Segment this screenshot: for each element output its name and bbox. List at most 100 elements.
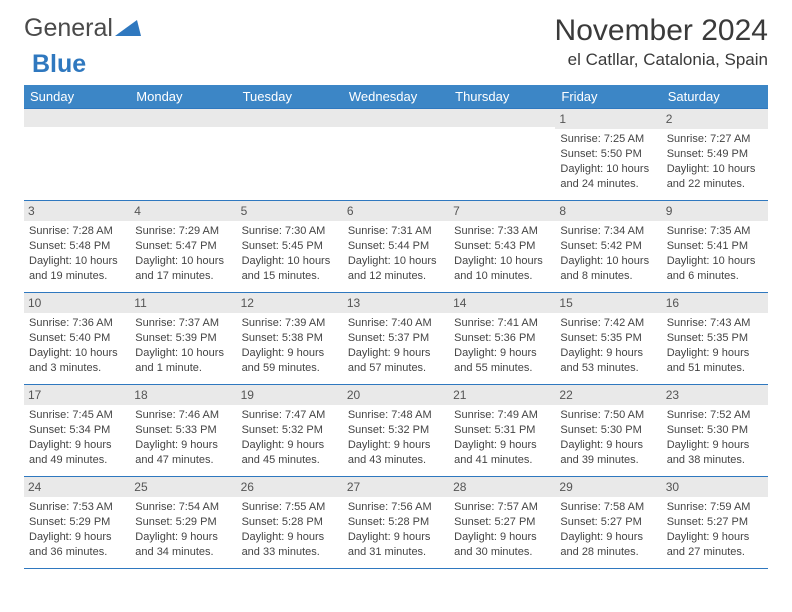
brand-part1: General bbox=[24, 14, 113, 43]
sunrise-text: Sunrise: 7:34 AM bbox=[560, 224, 656, 239]
calendar-table: Sunday Monday Tuesday Wednesday Thursday… bbox=[24, 85, 768, 569]
sunset-text: Sunset: 5:41 PM bbox=[667, 239, 763, 254]
sunset-text: Sunset: 5:35 PM bbox=[560, 331, 656, 346]
brand-part2: Blue bbox=[32, 50, 86, 79]
day-number: 4 bbox=[130, 201, 236, 221]
sunrise-text: Sunrise: 7:53 AM bbox=[29, 500, 125, 515]
sunrise-text: Sunrise: 7:55 AM bbox=[242, 500, 338, 515]
sunrise-text: Sunrise: 7:50 AM bbox=[560, 408, 656, 423]
daylight-text: Daylight: 9 hours and 43 minutes. bbox=[348, 438, 444, 468]
sunrise-text: Sunrise: 7:40 AM bbox=[348, 316, 444, 331]
sunrise-text: Sunrise: 7:33 AM bbox=[454, 224, 550, 239]
day-number: 5 bbox=[237, 201, 343, 221]
daylight-text: Daylight: 9 hours and 30 minutes. bbox=[454, 530, 550, 560]
daylight-text: Daylight: 10 hours and 8 minutes. bbox=[560, 254, 656, 284]
day-number: 24 bbox=[24, 477, 130, 497]
daylight-text: Daylight: 9 hours and 57 minutes. bbox=[348, 346, 444, 376]
calendar-week: 3Sunrise: 7:28 AMSunset: 5:48 PMDaylight… bbox=[24, 201, 768, 293]
daylight-text: Daylight: 10 hours and 6 minutes. bbox=[667, 254, 763, 284]
day-number: 25 bbox=[130, 477, 236, 497]
calendar-cell: 8Sunrise: 7:34 AMSunset: 5:42 PMDaylight… bbox=[555, 201, 661, 293]
calendar-cell: 17Sunrise: 7:45 AMSunset: 5:34 PMDayligh… bbox=[24, 385, 130, 477]
day-number: 15 bbox=[555, 293, 661, 313]
sunset-text: Sunset: 5:28 PM bbox=[242, 515, 338, 530]
day-number: 29 bbox=[555, 477, 661, 497]
daylight-text: Daylight: 9 hours and 31 minutes. bbox=[348, 530, 444, 560]
daylight-text: Daylight: 9 hours and 39 minutes. bbox=[560, 438, 656, 468]
calendar-cell: 27Sunrise: 7:56 AMSunset: 5:28 PMDayligh… bbox=[343, 477, 449, 569]
daylight-text: Daylight: 9 hours and 41 minutes. bbox=[454, 438, 550, 468]
calendar-week: 17Sunrise: 7:45 AMSunset: 5:34 PMDayligh… bbox=[24, 385, 768, 477]
sunset-text: Sunset: 5:27 PM bbox=[454, 515, 550, 530]
calendar-cell: 12Sunrise: 7:39 AMSunset: 5:38 PMDayligh… bbox=[237, 293, 343, 385]
daylight-text: Daylight: 9 hours and 51 minutes. bbox=[667, 346, 763, 376]
sunset-text: Sunset: 5:37 PM bbox=[348, 331, 444, 346]
daylight-text: Daylight: 9 hours and 34 minutes. bbox=[135, 530, 231, 560]
day-number: 7 bbox=[449, 201, 555, 221]
daylight-text: Daylight: 10 hours and 24 minutes. bbox=[560, 162, 656, 192]
daylight-text: Daylight: 10 hours and 17 minutes. bbox=[135, 254, 231, 284]
day-number: 21 bbox=[449, 385, 555, 405]
day-header: Friday bbox=[555, 85, 661, 109]
daylight-text: Daylight: 10 hours and 3 minutes. bbox=[29, 346, 125, 376]
sunrise-text: Sunrise: 7:36 AM bbox=[29, 316, 125, 331]
sunset-text: Sunset: 5:29 PM bbox=[135, 515, 231, 530]
sunrise-text: Sunrise: 7:29 AM bbox=[135, 224, 231, 239]
calendar-week: 10Sunrise: 7:36 AMSunset: 5:40 PMDayligh… bbox=[24, 293, 768, 385]
day-number: 13 bbox=[343, 293, 449, 313]
day-number: 9 bbox=[662, 201, 768, 221]
day-number: 18 bbox=[130, 385, 236, 405]
calendar-cell: 2Sunrise: 7:27 AMSunset: 5:49 PMDaylight… bbox=[662, 109, 768, 201]
sunrise-text: Sunrise: 7:47 AM bbox=[242, 408, 338, 423]
daylight-text: Daylight: 10 hours and 22 minutes. bbox=[667, 162, 763, 192]
day-number: 1 bbox=[555, 109, 661, 129]
calendar-cell: 21 Sunrise: 7:49 AMSunset: 5:31 PMDayligh… bbox=[449, 385, 555, 477]
sunrise-text: Sunrise: 7:49 AM bbox=[454, 408, 550, 423]
sunrise-text: Sunrise: 7:31 AM bbox=[348, 224, 444, 239]
calendar-cell: 4Sunrise: 7:29 AMSunset: 5:47 PMDaylight… bbox=[130, 201, 236, 293]
day-header: Sunday bbox=[24, 85, 130, 109]
daylight-text: Daylight: 10 hours and 10 minutes. bbox=[454, 254, 550, 284]
day-number: 30 bbox=[662, 477, 768, 497]
calendar-cell: 26Sunrise: 7:55 AMSunset: 5:28 PMDayligh… bbox=[237, 477, 343, 569]
sunset-text: Sunset: 5:38 PM bbox=[242, 331, 338, 346]
calendar-cell: 19Sunrise: 7:47 AMSunset: 5:32 PMDayligh… bbox=[237, 385, 343, 477]
sunrise-text: Sunrise: 7:46 AM bbox=[135, 408, 231, 423]
sunset-text: Sunset: 5:35 PM bbox=[667, 331, 763, 346]
sunrise-text: Sunrise: 7:54 AM bbox=[135, 500, 231, 515]
daylight-text: Daylight: 9 hours and 49 minutes. bbox=[29, 438, 125, 468]
sunrise-text: Sunrise: 7:48 AM bbox=[348, 408, 444, 423]
day-number: 26 bbox=[237, 477, 343, 497]
daylight-text: Daylight: 10 hours and 1 minute. bbox=[135, 346, 231, 376]
day-header-row: Sunday Monday Tuesday Wednesday Thursday… bbox=[24, 85, 768, 109]
calendar-cell bbox=[343, 109, 449, 201]
daylight-text: Daylight: 9 hours and 38 minutes. bbox=[667, 438, 763, 468]
calendar-cell bbox=[237, 109, 343, 201]
sunrise-text: Sunrise: 7:27 AM bbox=[667, 132, 763, 147]
daylight-text: Daylight: 10 hours and 19 minutes. bbox=[29, 254, 125, 284]
sunrise-text: Sunrise: 7:35 AM bbox=[667, 224, 763, 239]
sunset-text: Sunset: 5:29 PM bbox=[29, 515, 125, 530]
sunset-text: Sunset: 5:27 PM bbox=[560, 515, 656, 530]
day-number bbox=[24, 109, 130, 127]
sunrise-text: Sunrise: 7:45 AM bbox=[29, 408, 125, 423]
calendar-cell: 13 Sunrise: 7:40 AMSunset: 5:37 PMDayligh… bbox=[343, 293, 449, 385]
sunset-text: Sunset: 5:31 PM bbox=[454, 423, 550, 438]
sunset-text: Sunset: 5:50 PM bbox=[560, 147, 656, 162]
sunrise-text: Sunrise: 7:37 AM bbox=[135, 316, 231, 331]
day-header: Wednesday bbox=[343, 85, 449, 109]
day-number: 2 bbox=[662, 109, 768, 129]
day-number: 16 bbox=[662, 293, 768, 313]
calendar-cell: 16Sunrise: 7:43 AMSunset: 5:35 PMDayligh… bbox=[662, 293, 768, 385]
calendar-cell bbox=[449, 109, 555, 201]
sunset-text: Sunset: 5:30 PM bbox=[667, 423, 763, 438]
daylight-text: Daylight: 9 hours and 27 minutes. bbox=[667, 530, 763, 560]
sunset-text: Sunset: 5:36 PM bbox=[454, 331, 550, 346]
sunset-text: Sunset: 5:43 PM bbox=[454, 239, 550, 254]
sunrise-text: Sunrise: 7:30 AM bbox=[242, 224, 338, 239]
day-header: Thursday bbox=[449, 85, 555, 109]
calendar-cell: 20Sunrise: 7:48 AMSunset: 5:32 PMDayligh… bbox=[343, 385, 449, 477]
location-label: el Catllar, Catalonia, Spain bbox=[555, 50, 768, 70]
day-number bbox=[237, 109, 343, 127]
calendar-cell: 6Sunrise: 7:31 AMSunset: 5:44 PMDaylight… bbox=[343, 201, 449, 293]
